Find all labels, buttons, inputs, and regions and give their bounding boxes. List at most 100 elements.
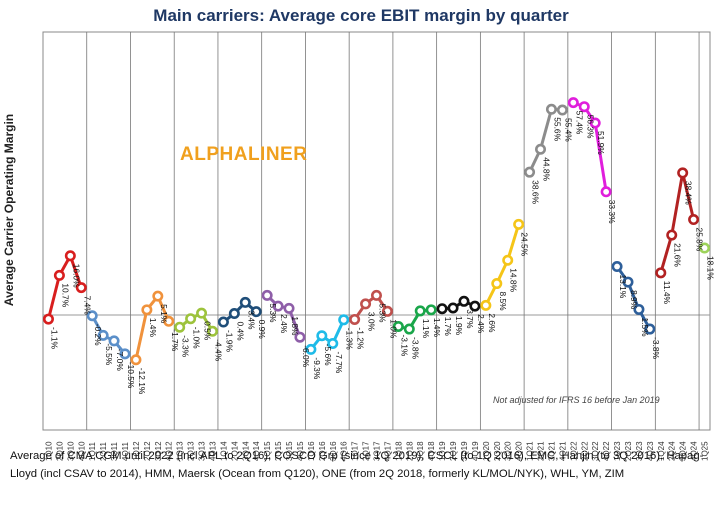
- x-tick-label: 2Q16: [318, 441, 327, 461]
- data-point: [130, 354, 142, 366]
- data-label: 3.7%: [465, 309, 475, 329]
- x-tick-label: 1Q16: [307, 441, 316, 461]
- data-label: -4.4%: [213, 339, 223, 361]
- data-point: [392, 320, 404, 332]
- data-label: -1.1%: [49, 327, 59, 349]
- data-point: [349, 313, 361, 325]
- data-point: [688, 214, 700, 226]
- x-tick-label: 3Q21: [547, 441, 556, 461]
- data-point: [174, 321, 186, 333]
- data-label: 1.9%: [454, 316, 464, 336]
- x-tick-label: 2Q14: [230, 441, 239, 461]
- data-point: [644, 323, 656, 335]
- x-tick-label: 3Q24: [679, 441, 688, 461]
- data-point: [294, 331, 306, 343]
- x-tick-label: 1Q20: [482, 441, 491, 461]
- x-tick-label: 1Q17: [351, 441, 360, 461]
- data-point: [699, 242, 711, 254]
- data-point: [502, 254, 514, 266]
- x-tick-label: 3Q15: [285, 441, 294, 461]
- x-tick-label: 3Q18: [416, 441, 425, 461]
- data-label: 5.3%: [378, 303, 388, 323]
- x-tick-label: 4Q18: [427, 441, 436, 461]
- x-tick-label: 1Q10: [44, 441, 53, 461]
- data-point: [316, 330, 328, 342]
- data-point: [589, 117, 601, 129]
- series-line-segment: [484, 223, 521, 307]
- x-tick-label: 3Q19: [460, 441, 469, 461]
- data-label: 33.3%: [607, 200, 617, 224]
- x-tick-label: 4Q13: [208, 441, 217, 461]
- data-label: -1.0%: [192, 327, 202, 349]
- data-point: [42, 313, 54, 325]
- ifrs-note: Not adjusted for IFRS 16 before Jan 2019: [493, 395, 660, 405]
- data-label: -3.1%: [399, 334, 409, 356]
- data-point: [163, 315, 175, 327]
- data-label: -5.6%: [323, 344, 333, 366]
- data-label: 57.4%: [574, 111, 584, 135]
- x-tick-label: 3Q11: [110, 441, 119, 461]
- x-tick-label: 4Q23: [646, 441, 655, 461]
- series-line-segment: [47, 252, 83, 320]
- x-tick-label: 2Q10: [55, 441, 64, 461]
- data-label: 13.1%: [618, 275, 628, 299]
- x-tick-label: 4Q15: [296, 441, 305, 461]
- data-point: [567, 97, 579, 109]
- x-tick-label: 1Q19: [438, 441, 447, 461]
- data-point: [185, 313, 197, 325]
- data-label: -0.2%: [93, 324, 103, 346]
- data-label: -10.5%: [126, 362, 136, 389]
- data-point: [261, 289, 273, 301]
- data-label: 11.4%: [662, 281, 672, 305]
- data-label: 56.3%: [585, 115, 595, 139]
- data-point: [491, 278, 503, 290]
- x-tick-label: 3Q22: [591, 441, 600, 461]
- data-label: 14.8%: [509, 268, 519, 292]
- data-point: [283, 302, 295, 314]
- x-tick-label: 4Q16: [340, 441, 349, 461]
- data-point: [458, 295, 470, 307]
- series-line-segment: [353, 293, 389, 321]
- data-point: [524, 166, 536, 178]
- x-tick-label: 4Q12: [165, 441, 174, 461]
- plot-frame: [42, 31, 711, 431]
- data-point: [545, 103, 557, 115]
- x-tick-label: 2Q18: [405, 441, 414, 461]
- data-label: 16.0%: [71, 264, 81, 288]
- data-point: [152, 290, 164, 302]
- x-tick-label: 3Q13: [198, 441, 207, 461]
- data-label: 55.6%: [552, 117, 562, 141]
- data-label: 24.5%: [520, 232, 530, 256]
- data-label: 1.1%: [421, 319, 431, 339]
- x-tick-label: 4Q14: [252, 441, 261, 461]
- x-tick-label: 2Q24: [668, 441, 677, 461]
- data-point: [622, 276, 634, 288]
- x-tick-label: 3Q23: [635, 441, 644, 461]
- data-point: [196, 307, 208, 319]
- x-tick-label: 3Q17: [373, 441, 382, 461]
- data-point: [677, 167, 689, 179]
- x-tick-label: 1Q21: [526, 441, 535, 461]
- data-label: 5.3%: [268, 303, 278, 323]
- x-tick-label: 4Q17: [383, 441, 392, 461]
- data-point: [272, 300, 284, 312]
- data-point: [447, 302, 459, 314]
- x-tick-label: 2Q23: [624, 441, 633, 461]
- data-point: [513, 218, 525, 230]
- data-label: 0.5%: [203, 321, 213, 341]
- x-tick-label: 4Q22: [602, 441, 611, 461]
- data-point: [327, 337, 339, 349]
- data-point: [381, 305, 393, 317]
- x-tick-label: 4Q24: [690, 441, 699, 461]
- data-point: [108, 335, 120, 347]
- x-tick-label: 2Q21: [537, 441, 546, 461]
- x-tick-label: 3Q20: [504, 441, 513, 461]
- data-label: -7.0%: [115, 349, 125, 371]
- data-label: 1.5%: [640, 317, 650, 337]
- data-point: [436, 303, 448, 315]
- data-label: 10.7%: [60, 283, 70, 307]
- x-tick-label: 4Q21: [558, 441, 567, 461]
- data-label: -3.8%: [651, 337, 661, 359]
- data-point: [338, 314, 350, 326]
